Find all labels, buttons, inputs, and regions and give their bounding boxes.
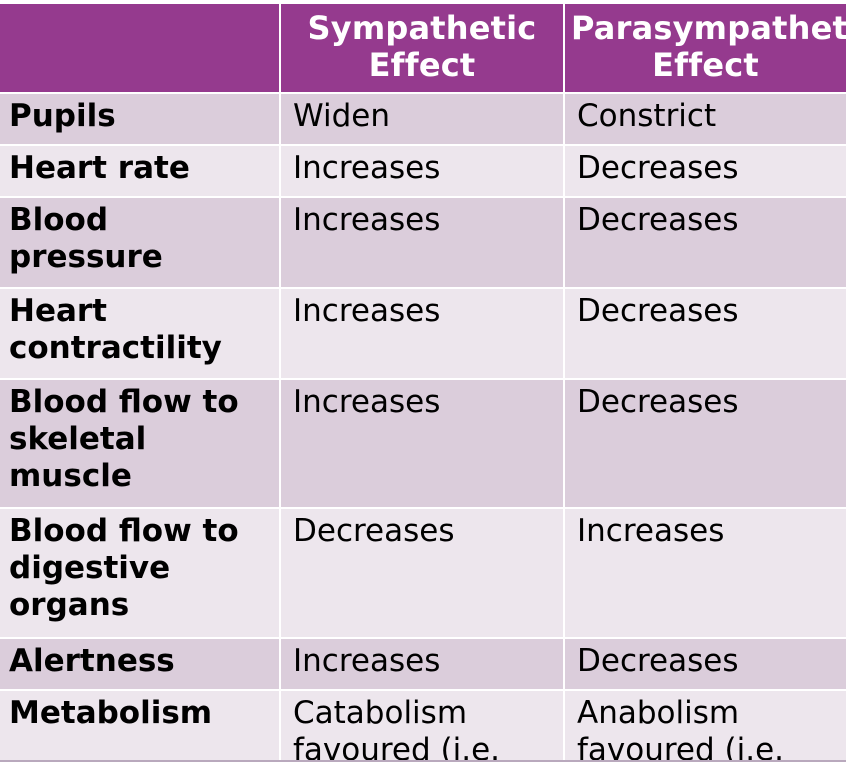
sympathetic-cell: Increases [281,380,565,509]
row-label: Blood flow to digestive organs [0,509,281,639]
sympathetic-cell: Increases [281,198,565,289]
header-empty [0,4,281,94]
table-row: Heart rate Increases Decreases [0,146,846,198]
sympathetic-cell: Increases [281,639,565,691]
table-row: Blood pressure Increases Decreases [0,198,846,289]
table-row: Metabolism Catabolism favoured (i.e. Ana… [0,691,846,762]
effects-table: Sympathetic Effect Parasympathetic Effec… [0,4,846,762]
header-parasympathetic: Parasympathetic Effect [565,4,846,94]
row-label: Blood pressure [0,198,281,289]
parasympathetic-cell: Decreases [565,380,846,509]
row-label: Metabolism [0,691,281,762]
header-row: Sympathetic Effect Parasympathetic Effec… [0,4,846,94]
table-header: Sympathetic Effect Parasympathetic Effec… [0,4,846,94]
row-label: Heart contractility [0,289,281,380]
parasympathetic-cell: Increases [565,509,846,639]
row-label: Heart rate [0,146,281,198]
parasympathetic-cell: Decreases [565,198,846,289]
row-label: Pupils [0,94,281,146]
sympathetic-cell: Catabolism favoured (i.e. [281,691,565,762]
sympathetic-cell: Increases [281,146,565,198]
parasympathetic-cell: Decreases [565,639,846,691]
table-row: Pupils Widen Constrict [0,94,846,146]
sympathetic-cell: Increases [281,289,565,380]
table-row: Alertness Increases Decreases [0,639,846,691]
row-label: Blood flow to skeletal muscle [0,380,281,509]
header-sympathetic: Sympathetic Effect [281,4,565,94]
row-label: Alertness [0,639,281,691]
parasympathetic-cell: Decreases [565,289,846,380]
bottom-border [0,760,846,762]
parasympathetic-cell: Decreases [565,146,846,198]
table-row: Blood flow to digestive organs Decreases… [0,509,846,639]
table-row: Heart contractility Increases Decreases [0,289,846,380]
table-body: Pupils Widen Constrict Heart rate Increa… [0,94,846,762]
parasympathetic-cell: Anabolism favoured (i.e. [565,691,846,762]
sympathetic-cell: Widen [281,94,565,146]
parasympathetic-cell: Constrict [565,94,846,146]
table-row: Blood flow to skeletal muscle Increases … [0,380,846,509]
top-gap [0,0,846,4]
sympathetic-cell: Decreases [281,509,565,639]
